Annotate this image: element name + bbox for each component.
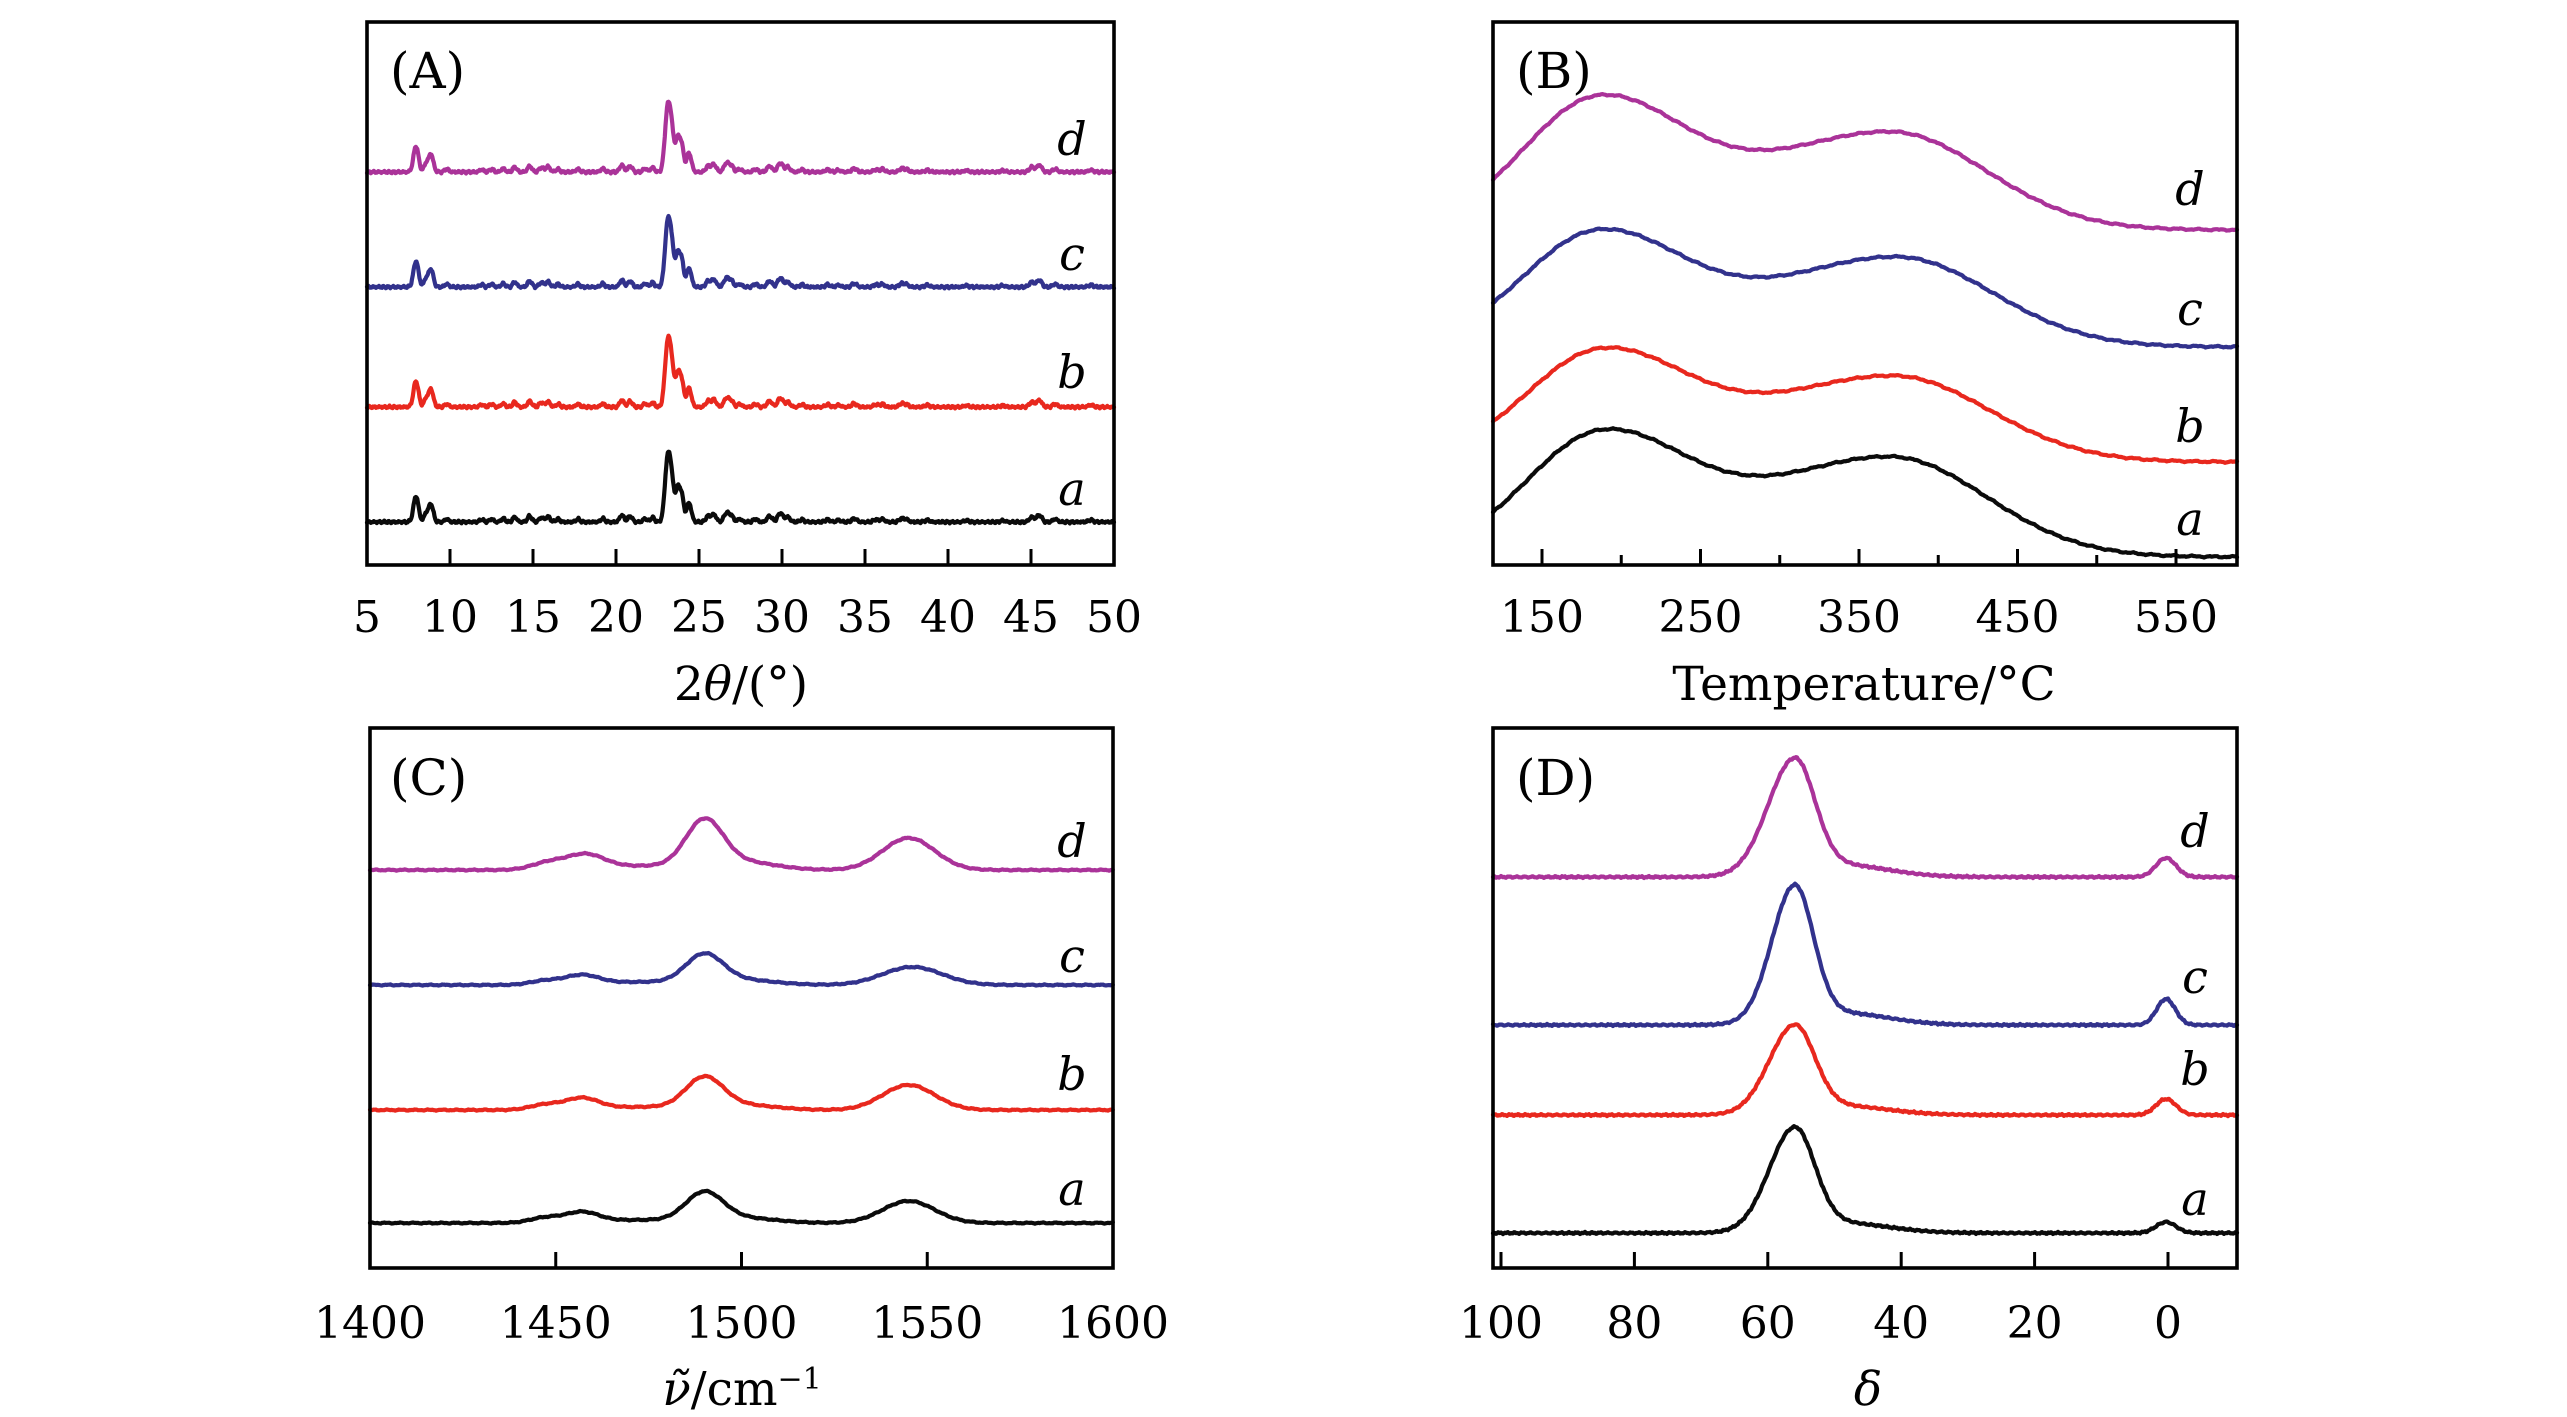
curve-label-D-d: d: [2180, 804, 2209, 858]
plot-border-B: [1491, 20, 2239, 567]
x-tick-label-C: 1550: [871, 1298, 983, 1349]
curve-label-C-d: d: [1057, 814, 1086, 868]
x-tick-label-A: 5: [353, 592, 381, 643]
curve-label-B-a: a: [2176, 492, 2203, 546]
curve-C-c: [367, 950, 1115, 988]
curve-label-C-b: b: [1057, 1047, 1086, 1101]
panel-tag-B: (B): [1516, 42, 1592, 100]
x-tick-label-D: 40: [1873, 1298, 1929, 1349]
x-tick-label-A: 10: [422, 592, 478, 643]
x-tick-label-A: 35: [837, 592, 893, 643]
curve-C-d: [367, 816, 1115, 873]
x-tick-label-B: 150: [1500, 592, 1584, 643]
curve-label-C-c: c: [1059, 929, 1085, 983]
curve-label-B-b: b: [2175, 399, 2204, 453]
curve-D-d: [1490, 755, 2240, 881]
x-tick-label-B: 450: [1976, 592, 2060, 643]
x-tick-label-D: 100: [1459, 1298, 1543, 1349]
curve-label-D-b: b: [2180, 1042, 2209, 1096]
curve-D-c: [1490, 881, 2240, 1029]
curve-B-c: [1490, 226, 2240, 350]
curve-B-a: [1490, 426, 2240, 560]
curve-B-b: [1490, 345, 2240, 465]
x-tick-label-C: 1600: [1057, 1298, 1169, 1349]
panel-tag-C: (C): [390, 749, 467, 807]
x-tick-label-C: 1450: [500, 1298, 612, 1349]
curve-label-A-b: b: [1057, 345, 1086, 399]
x-tick-label-B: 350: [1817, 592, 1901, 643]
x-tick-label-A: 30: [754, 592, 810, 643]
panel-C: a b c d 1400 1450 1500 1550 1600 ν̃/cm−1 (C): [314, 726, 1169, 1417]
panel-D: a bc d 100 80 60 40 20 0 δ (D): [1459, 726, 2240, 1417]
x-axis-title-A: 2θ/(°): [674, 657, 808, 712]
curve-A-b: [364, 333, 1117, 411]
x-tick-label-A: 50: [1086, 592, 1142, 643]
x-tick-label-A: 45: [1003, 592, 1059, 643]
panel-A: a b c d 5 10 15 20 25 30 35 40 45 50 2θ/(°) (A): [353, 20, 1142, 712]
x-tick-label-A: 15: [505, 592, 561, 643]
x-axis-title-D: δ: [1854, 1362, 1882, 1417]
x-tick-label-D: 60: [1740, 1298, 1796, 1349]
plot-border-A: [365, 20, 1116, 567]
panel-tag-D: (D): [1516, 749, 1595, 807]
x-tick-label-C: 1400: [314, 1298, 426, 1349]
curve-C-a: [367, 1188, 1115, 1226]
curve-D-a: [1490, 1124, 2240, 1237]
plot-border-D: [1491, 726, 2239, 1270]
x-tick-label-B: 250: [1659, 592, 1743, 643]
x-tick-label-A: 25: [671, 592, 727, 643]
x-tick-label-D: 20: [2007, 1298, 2063, 1349]
curve-D-b: [1490, 1022, 2240, 1119]
x-tick-label-D: 0: [2154, 1298, 2182, 1349]
curve-label-C-a: a: [1058, 1162, 1085, 1216]
curve-label-D-a: a: [2181, 1172, 2208, 1226]
curve-B-d: [1490, 92, 2240, 233]
x-axis-title-C: ν̃/cm−1: [662, 1362, 822, 1417]
plot-border-C: [368, 726, 1115, 1270]
curve-label-B-d: d: [2175, 162, 2204, 216]
curve-C-b: [367, 1073, 1115, 1113]
curve-A-a: [364, 449, 1117, 526]
x-axis-title-B: Temperature/°C: [1672, 657, 2055, 712]
panel-tag-A: (A): [390, 42, 465, 100]
curve-label-D-c: c: [2182, 950, 2208, 1004]
curve-label-A-d: d: [1057, 112, 1086, 166]
x-tick-label-C: 1500: [686, 1298, 798, 1349]
x-tick-label-A: 20: [588, 592, 644, 643]
curve-label-A-c: c: [1059, 227, 1085, 281]
curve-A-c: [364, 213, 1117, 291]
x-tick-label-B: 550: [2134, 592, 2218, 643]
curve-label-A-a: a: [1058, 462, 1085, 516]
curve-A-d: [364, 99, 1117, 176]
panel-B: ab c d 150 250 350 450 550 Temperature/°C (B): [1490, 20, 2240, 712]
x-tick-label-A: 40: [920, 592, 976, 643]
curve-label-B-c: c: [2177, 282, 2203, 336]
x-tick-label-D: 80: [1606, 1298, 1662, 1349]
